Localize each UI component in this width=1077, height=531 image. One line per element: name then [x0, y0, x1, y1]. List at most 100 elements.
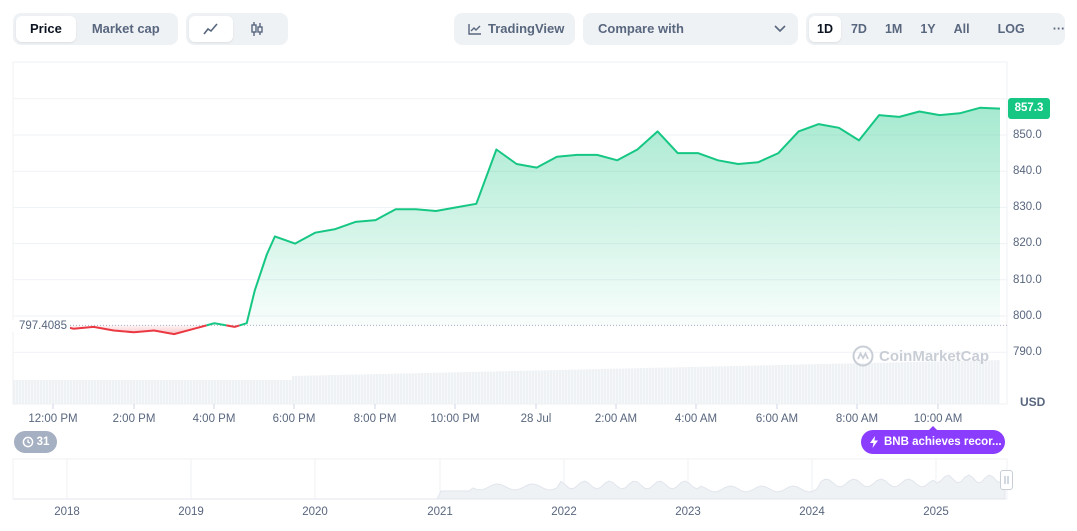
tab-price[interactable]: Price: [16, 16, 76, 42]
volume-bar: [169, 380, 172, 404]
volume-bar: [247, 380, 250, 404]
volume-bar: [862, 363, 865, 404]
volume-bar: [658, 367, 661, 404]
volume-bar: [838, 363, 841, 404]
range-all[interactable]: All: [953, 22, 970, 36]
volume-bar: [976, 360, 979, 404]
y-tick-label: 790.0: [1013, 346, 1042, 358]
volume-bar: [58, 380, 61, 404]
volume-bar: [289, 380, 292, 404]
volume-bar: [355, 374, 358, 404]
overview-year-label: 2024: [799, 506, 825, 518]
volume-bar: [175, 380, 178, 404]
volume-bar: [136, 380, 139, 404]
volume-bar: [784, 364, 787, 404]
volume-bar: [91, 380, 94, 404]
more-options-button[interactable]: ···: [1052, 22, 1066, 36]
x-tick-label: 10:00 PM: [430, 413, 480, 425]
events-history-button[interactable]: 31: [14, 431, 57, 453]
volume-bar: [943, 361, 946, 404]
event-callout[interactable]: BNB achieves recor...: [861, 430, 1005, 454]
volume-bar: [736, 365, 739, 404]
volume-bar: [964, 360, 967, 404]
volume-bar: [856, 363, 859, 404]
y-tick-label: 830.0: [1013, 201, 1042, 213]
volume-bar: [67, 380, 70, 404]
volume-bar: [514, 370, 517, 404]
volume-bar: [751, 365, 754, 404]
volume-bar: [217, 380, 220, 404]
volume-bar: [766, 365, 769, 404]
volume-bar: [25, 380, 28, 404]
volume-bar: [73, 380, 76, 404]
volume-bar: [388, 373, 391, 404]
volume-bar: [937, 361, 940, 404]
volume-bar: [835, 363, 838, 404]
navigator-handle[interactable]: [1000, 470, 1013, 490]
volume-bar: [205, 380, 208, 404]
volume-bar: [178, 380, 181, 404]
volume-bar: [688, 367, 691, 404]
range-7d[interactable]: 7D: [850, 22, 867, 36]
volume-bar: [661, 367, 664, 404]
tab-market-cap[interactable]: Market cap: [91, 21, 160, 36]
area-fill-up: [239, 107, 1000, 326]
volume-bar: [868, 362, 871, 404]
log-scale-toggle[interactable]: LOG: [997, 22, 1025, 36]
overview-year-label: 2021: [427, 506, 453, 518]
volume-bar: [787, 364, 790, 404]
volume-bar: [796, 364, 799, 404]
volume-bar: [571, 369, 574, 404]
volume-bar: [358, 374, 361, 404]
volume-bar: [322, 375, 325, 404]
volume-bar: [382, 373, 385, 404]
range-1y[interactable]: 1Y: [920, 22, 936, 36]
volume-bar: [463, 372, 466, 404]
volume-bar: [724, 366, 727, 404]
volume-bar: [973, 360, 976, 404]
compare-with-select[interactable]: Compare with: [583, 13, 798, 45]
volume-bar: [232, 380, 235, 404]
volume-bar: [199, 380, 202, 404]
candlestick-chart-button[interactable]: [235, 16, 279, 42]
volume-bar: [292, 375, 295, 404]
volume-bar: [376, 374, 379, 404]
volume-bar: [754, 365, 757, 404]
volume-bar: [34, 380, 37, 404]
volume-bar: [436, 372, 439, 404]
volume-bar: [967, 360, 970, 404]
volume-bar: [268, 380, 271, 404]
volume-bar: [226, 380, 229, 404]
chevron-down-icon: [774, 25, 786, 33]
volume-bar: [112, 380, 115, 404]
range-1d[interactable]: 1D: [809, 16, 841, 42]
overview-year-label: 2025: [923, 506, 949, 518]
volume-bar: [130, 380, 133, 404]
volume-bar: [502, 371, 505, 404]
range-1m[interactable]: 1M: [884, 22, 903, 36]
x-tick-label: 8:00 AM: [835, 413, 879, 425]
volume-bar: [679, 367, 682, 404]
y-tick-label: 850.0: [1013, 129, 1042, 141]
volume-bar: [922, 361, 925, 404]
volume-bar: [196, 380, 199, 404]
volume-bar: [619, 368, 622, 404]
overview-year-label: 2020: [302, 506, 328, 518]
line-chart-button[interactable]: [189, 16, 233, 42]
volume-bar: [541, 370, 544, 404]
tradingview-button[interactable]: TradingView: [454, 13, 575, 45]
overview-navigator[interactable]: [0, 455, 1077, 531]
volume-bar: [319, 375, 322, 404]
volume-bar: [106, 380, 109, 404]
volume-bar: [343, 374, 346, 404]
volume-bar: [397, 373, 400, 404]
volume-bar: [13, 380, 16, 404]
overview-year-label: 2023: [675, 506, 701, 518]
volume-bar: [598, 369, 601, 404]
volume-bar: [403, 373, 406, 404]
volume-bar: [916, 361, 919, 404]
volume-bar: [94, 380, 97, 404]
volume-bar: [76, 380, 79, 404]
volume-bar: [703, 366, 706, 404]
